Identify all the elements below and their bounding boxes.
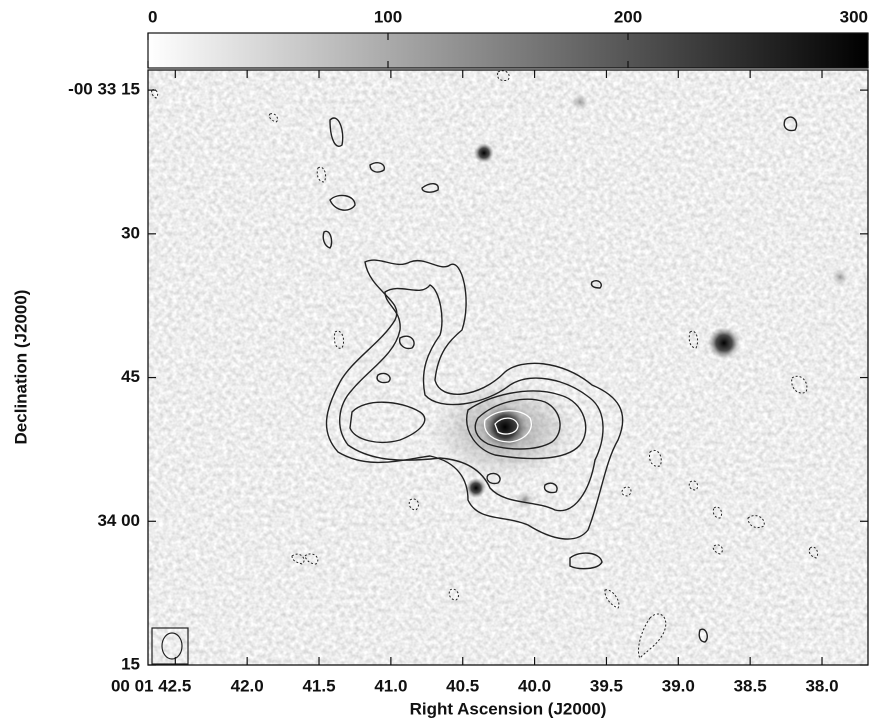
x-tick-label: 38.5 — [734, 676, 767, 695]
x-tick-label: 42.0 — [231, 676, 264, 695]
source — [572, 94, 588, 110]
x-tick-label: 00 01 42.5 — [111, 676, 191, 695]
y-tick-label: 15 — [121, 654, 140, 673]
colorbar-tick-label: 0 — [148, 7, 157, 26]
y-axis-label: Declination (J2000) — [11, 290, 30, 445]
y-tick-label: 30 — [121, 223, 140, 242]
colorbar-tick-label: 300 — [840, 7, 868, 26]
colorbar — [147, 32, 869, 69]
x-tick-label: 41.0 — [374, 676, 407, 695]
contour — [322, 116, 798, 643]
colorbar-tick-label: 200 — [614, 7, 642, 26]
contour — [339, 284, 604, 512]
x-axis-label: Right Ascension (J2000) — [410, 699, 607, 718]
source — [708, 327, 740, 359]
source — [516, 491, 534, 509]
colorbar-tick-label: 100 — [374, 7, 402, 26]
source — [466, 478, 486, 498]
contour — [474, 398, 561, 450]
x-tick-label: 40.0 — [518, 676, 551, 695]
beam-box — [151, 627, 189, 665]
source — [474, 143, 494, 163]
x-tick-label: 39.0 — [662, 676, 695, 695]
x-tick-label: 38.0 — [805, 676, 838, 695]
plot-frame — [147, 69, 869, 666]
x-tick-label: 39.5 — [590, 676, 623, 695]
y-tick-label: -00 33 15 — [68, 80, 140, 99]
y-tick-label: 45 — [121, 367, 140, 386]
contour — [349, 390, 587, 460]
contour — [325, 259, 624, 540]
contour — [483, 410, 532, 443]
y-tick-label: 34 00 — [97, 511, 140, 530]
contour-negative — [151, 70, 819, 659]
x-tick-label: 41.5 — [302, 676, 335, 695]
contours — [151, 70, 819, 659]
sky-image — [148, 70, 868, 665]
beam — [161, 632, 183, 660]
x-tick-label: 40.5 — [446, 676, 479, 695]
source — [832, 269, 848, 285]
contour — [494, 417, 519, 435]
noise-map — [148, 70, 868, 665]
